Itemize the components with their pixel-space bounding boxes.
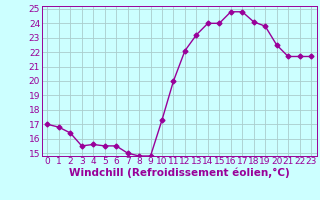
X-axis label: Windchill (Refroidissement éolien,°C): Windchill (Refroidissement éolien,°C)	[69, 168, 290, 178]
